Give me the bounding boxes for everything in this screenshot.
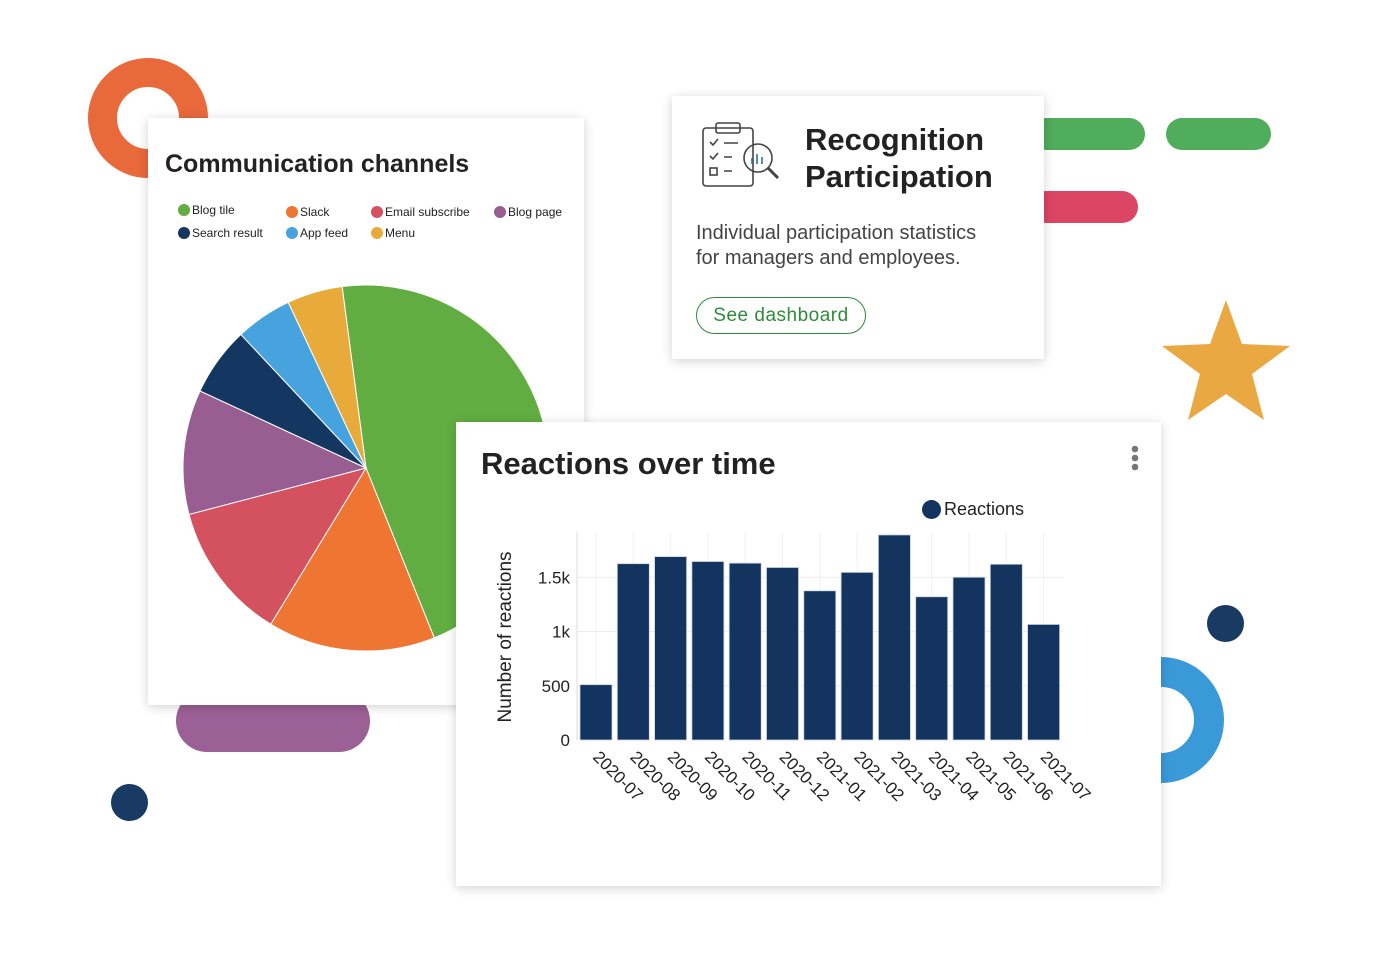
clipboard-checklist-magnifier-icon — [702, 122, 780, 187]
legend-label: App feed — [300, 226, 349, 240]
bar-chart: Number of reactions 05001k1.5k2020-07202… — [495, 532, 1094, 805]
legend-marker — [371, 206, 383, 218]
decorative-navy-dot — [111, 784, 148, 821]
legend-marker — [922, 500, 941, 519]
card-title: Communication channels — [165, 150, 470, 178]
legend-label: Slack — [300, 205, 330, 219]
card-description-line2: for managers and employees. — [696, 247, 961, 269]
legend-item[interactable]: Blog page — [494, 205, 562, 219]
y-tick-label: 500 — [542, 677, 570, 696]
y-tick-label: 0 — [561, 731, 570, 750]
reactions-over-time-card: Reactions over time Reactions Number of … — [456, 422, 1161, 886]
legend-label: Menu — [385, 226, 416, 240]
bar-2020-09[interactable] — [654, 556, 688, 741]
card-description-line1: Individual participation statistics — [696, 222, 977, 244]
recognition-participation-card: Recognition Participation Individual par… — [672, 96, 1044, 359]
pie-slice-blog-page[interactable] — [182, 390, 368, 516]
legend-marker — [371, 227, 383, 239]
bar-2021-06[interactable] — [989, 563, 1023, 741]
decorative-green-pill — [1166, 118, 1271, 150]
bar-2020-11[interactable] — [728, 562, 762, 741]
legend-item[interactable]: Blog tile — [178, 203, 235, 217]
legend-marker — [494, 206, 506, 218]
legend-marker — [178, 227, 190, 239]
decorative-navy-dot — [1207, 605, 1244, 642]
legend-item[interactable]: Search result — [178, 226, 263, 240]
decorative-star-icon — [1162, 300, 1290, 420]
decorative-green-pill — [1030, 118, 1145, 150]
bar-2020-12[interactable] — [766, 567, 799, 741]
legend-item[interactable]: Menu — [371, 226, 415, 240]
decorative-red-pill — [1030, 191, 1138, 223]
see-dashboard-button[interactable]: See dashboard — [696, 297, 866, 334]
bar-2020-07[interactable] — [579, 684, 613, 741]
pie-slice-slack[interactable] — [270, 466, 435, 652]
card-title-line1: Recognition — [805, 122, 985, 157]
bar-2021-04[interactable] — [915, 596, 949, 741]
card-title: Reactions over time — [481, 446, 776, 481]
legend-item[interactable]: Email subscribe — [371, 205, 470, 219]
legend-marker — [286, 227, 298, 239]
legend-label: Email subscribe — [385, 205, 470, 219]
y-tick-label: 1k — [552, 623, 570, 642]
legend-item[interactable]: App feed — [286, 226, 348, 240]
bar-2021-01[interactable] — [803, 590, 837, 741]
y-tick-label: 1.5k — [538, 568, 571, 587]
y-axis-label: Number of reactions — [495, 551, 516, 722]
legend-item[interactable]: Slack — [286, 205, 329, 219]
card-title-line2: Participation — [805, 159, 993, 194]
bar-2021-03[interactable] — [877, 534, 911, 741]
bar-2021-07[interactable] — [1027, 624, 1060, 741]
legend-marker — [286, 206, 298, 218]
legend-marker — [178, 204, 190, 216]
bar-legend: Reactions — [922, 499, 1024, 520]
legend-label: Blog page — [508, 205, 563, 219]
bar-2020-08[interactable] — [616, 563, 650, 741]
legend-label: Blog tile — [192, 203, 235, 217]
vertical-dots-icon[interactable] — [1129, 444, 1141, 474]
pie-slice-menu[interactable] — [287, 286, 367, 469]
legend-label: Search result — [192, 226, 263, 240]
legend-label: Reactions — [944, 499, 1025, 519]
bar-2021-05[interactable] — [952, 576, 986, 741]
bar-2020-10[interactable] — [691, 561, 725, 741]
pie-slice-email-subscribe[interactable] — [188, 467, 368, 625]
bar-2021-02[interactable] — [840, 571, 874, 741]
